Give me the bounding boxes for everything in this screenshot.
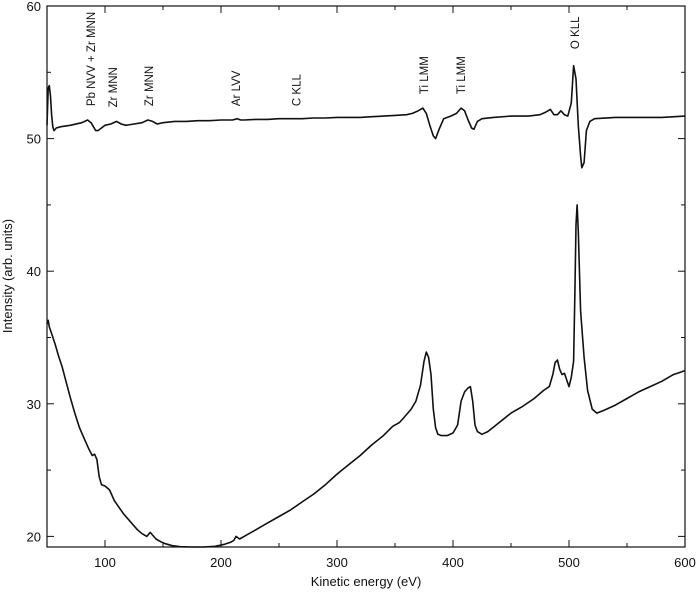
peak-label: Zr MNN — [108, 67, 120, 107]
x-tick-label: 200 — [210, 555, 232, 570]
upper-spectrum-line — [46, 64, 686, 169]
peak-label: Ti LMM — [456, 56, 468, 94]
peak-label: C KLL — [291, 74, 303, 107]
y-tick-label: 20 — [27, 529, 41, 544]
y-tick-label: 40 — [27, 264, 41, 279]
plot-frame — [46, 5, 686, 548]
lower-spectrum-line — [46, 204, 686, 548]
peak-label: Ti LMM — [419, 56, 431, 94]
peak-label: Zr MNN — [144, 66, 156, 106]
y-tick-label: 50 — [27, 132, 41, 147]
x-tick-label: 300 — [326, 555, 348, 570]
x-tick-label: 400 — [442, 555, 464, 570]
y-axis-title: Intensity (arb. units) — [0, 219, 15, 333]
peak-label: O KLL — [570, 16, 582, 49]
y-tick-label: 60 — [27, 0, 41, 14]
series-layer — [46, 64, 686, 548]
y-tick-label: 30 — [27, 397, 41, 412]
x-tick-label: 500 — [558, 555, 580, 570]
axis-tick-labels: 100 200 300 400 500 600 20 30 40 50 60 — [27, 0, 696, 570]
x-axis-title: Kinetic energy (eV) — [311, 574, 422, 589]
axis-ticks — [46, 5, 686, 547]
peak-annotations: Pb NVV + Zr MNN Zr MNN Zr MNN Ar LVV C KLL Ti… — [86, 12, 582, 108]
peak-label: Pb NVV + Zr MNN — [86, 12, 98, 106]
x-tick-label: 600 — [674, 555, 696, 570]
peak-label: Ar LVV — [231, 70, 243, 106]
x-tick-label: 100 — [94, 555, 116, 570]
